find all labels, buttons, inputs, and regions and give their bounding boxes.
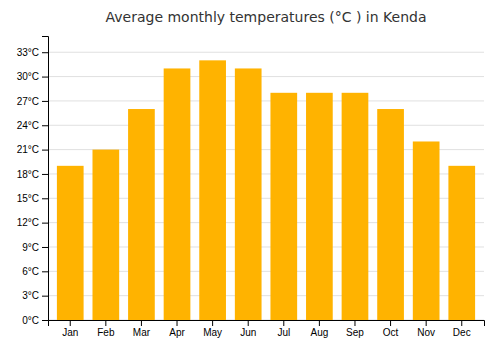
y-tick: 27°C: [17, 96, 48, 107]
y-tick: 24°C: [17, 120, 48, 131]
x-tick-mark: [248, 320, 249, 326]
x-tick: Mar: [133, 320, 151, 338]
x-tick-mark: [390, 320, 391, 326]
x-tick-label: Sep: [346, 327, 364, 338]
bar: [92, 150, 119, 320]
y-tick-mark: [42, 198, 48, 199]
bar: [199, 60, 226, 320]
x-tick: Aug: [310, 320, 328, 338]
y-tick-mark: [42, 271, 48, 272]
y-tick-label: 0°C: [22, 315, 39, 326]
y-tick: 0°C: [22, 315, 48, 326]
x-tick-label: Mar: [133, 327, 151, 338]
y-tick-label: 18°C: [17, 169, 39, 180]
y-tick: 6°C: [22, 266, 48, 277]
bar: [377, 109, 404, 320]
x-tick: Jun: [240, 320, 256, 338]
bar: [448, 166, 475, 320]
grid-line: [48, 100, 484, 101]
x-tick-label: Apr: [169, 327, 185, 338]
x-tick-label: Aug: [310, 327, 328, 338]
x-tick-label: Jun: [240, 327, 256, 338]
x-tick-label: Jan: [62, 327, 78, 338]
x-tick-mark: [141, 320, 142, 326]
x-tick-mark: [177, 320, 178, 326]
y-tick-mark: [42, 77, 48, 78]
x-tick: Oct: [383, 320, 399, 338]
y-tick: 33°C: [17, 47, 48, 58]
y-tick-mark: [42, 101, 48, 102]
y-tick-label: 30°C: [17, 71, 39, 82]
y-tick-label: 27°C: [17, 96, 39, 107]
y-tick-label: 24°C: [17, 120, 39, 131]
x-tick: Apr: [169, 320, 185, 338]
y-tick-label: 15°C: [17, 193, 39, 204]
bar: [413, 141, 440, 320]
x-tick-mark: [70, 320, 71, 326]
x-tick-label: Jul: [277, 327, 290, 338]
x-tick: Feb: [97, 320, 115, 338]
x-tick-mark: [105, 320, 106, 326]
bar: [164, 68, 191, 320]
y-tick-label: 12°C: [17, 217, 39, 228]
plot: 0°C 3°C 6°C 9°C 12°C 15°C 18°C 21°C 24°C 27°C 30°C…: [17, 37, 485, 339]
y-tick: 18°C: [17, 169, 48, 180]
x-tick: Nov: [417, 320, 435, 338]
y-tick-label: 21°C: [17, 144, 39, 155]
x-tick: May: [203, 320, 222, 338]
x-tick-mark: [283, 320, 284, 326]
y-tick-mark: [42, 320, 48, 321]
title: Average monthly temperatures (°C ) in Ke…: [106, 9, 427, 25]
y-tick: 3°C: [22, 290, 48, 301]
grid-line: [48, 125, 484, 126]
y-tick-label: 9°C: [22, 242, 39, 253]
x-tick-mark: [319, 320, 320, 326]
y-tick: 9°C: [22, 242, 48, 253]
y-axis-line: [42, 37, 49, 321]
y-axis: 0°C 3°C 6°C 9°C 12°C 15°C 18°C 21°C 24°C 27°C 30°C…: [17, 37, 49, 326]
chart: 0°C 3°C 6°C 9°C 12°C 15°C 18°C 21°C 24°C 27°C 30°C…: [0, 0, 500, 350]
y-tick-mark: [42, 150, 48, 151]
bar: [270, 93, 297, 320]
x-tick: Jul: [277, 320, 290, 338]
grid-line: [48, 52, 484, 53]
x-tick: Sep: [346, 320, 364, 338]
y-tick-mark: [42, 125, 48, 126]
x-tick-label: May: [203, 327, 222, 338]
y-tick-label: 6°C: [22, 266, 39, 277]
y-tick: 15°C: [17, 193, 48, 204]
grid: [48, 52, 484, 320]
grid-line: [48, 76, 484, 77]
y-tick-mark: [42, 174, 48, 175]
y-tick: 12°C: [17, 217, 48, 228]
x-tick-mark: [426, 320, 427, 326]
y-tick-mark: [42, 247, 48, 248]
x-tick-mark: [461, 320, 462, 326]
x-axis: Jan Feb Mar Apr May Jun Jul Aug Sep Oct Nov Dec: [49, 320, 485, 338]
bar: [57, 166, 84, 320]
x-tick-label: Oct: [383, 327, 399, 338]
bar: [342, 93, 369, 320]
x-tick-label: Feb: [97, 327, 115, 338]
y-tick-mark: [42, 223, 48, 224]
bar: [306, 93, 333, 320]
x-tick-mark: [354, 320, 355, 326]
x-tick-mark: [212, 320, 213, 326]
y-tick-label: 3°C: [22, 290, 39, 301]
x-axis-line: [49, 321, 485, 327]
bar: [235, 68, 262, 320]
y-tick: 21°C: [17, 144, 48, 155]
x-tick-label: Nov: [417, 327, 435, 338]
x-tick-label: Dec: [453, 327, 471, 338]
chart-container: 0°C 3°C 6°C 9°C 12°C 15°C 18°C 21°C 24°C 27°C 30°C…: [0, 0, 500, 350]
x-tick: Dec: [453, 320, 471, 338]
y-tick-label: 33°C: [17, 47, 39, 58]
y-tick-mark: [42, 296, 48, 297]
bar: [128, 109, 155, 320]
y-tick: 30°C: [17, 71, 48, 82]
bars: [57, 60, 475, 320]
x-tick: Jan: [62, 320, 78, 338]
y-tick-mark: [42, 52, 48, 53]
